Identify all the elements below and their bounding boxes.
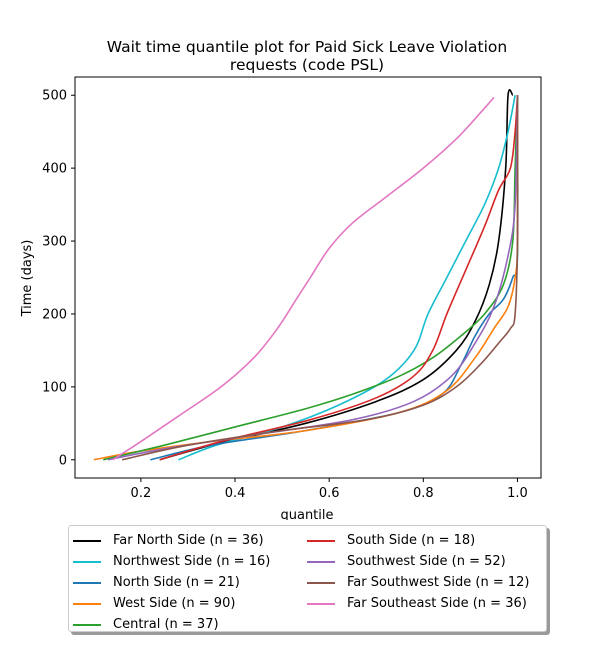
y-tick-label: 400 — [42, 162, 67, 177]
x-axis-ticks: 0.2 0.4 0.6 0.8 1.0 — [131, 478, 528, 501]
y-tick-label: 100 — [42, 380, 67, 395]
plot-lines — [93, 89, 519, 461]
x-tick-label: 0.2 — [131, 486, 152, 501]
legend-swatch — [307, 602, 335, 605]
x-tick-label: 1.0 — [507, 486, 528, 501]
legend-entry: Southwest Side (n = 52) — [307, 551, 529, 572]
series-line-7 — [107, 95, 519, 461]
legend-entry: Northwest Side (n = 16) — [73, 551, 270, 572]
legend-swatch — [73, 623, 101, 626]
legend-swatch — [307, 539, 335, 542]
legend-entry: Far Southwest Side (n = 12) — [307, 572, 529, 593]
chart: Wait time quantile plot for Paid Sick Le… — [20, 38, 542, 520]
legend-label: Far Southeast Side (n = 36) — [347, 596, 527, 611]
legend-label: North Side (n = 21) — [113, 575, 240, 590]
legend-entry: North Side (n = 21) — [73, 572, 270, 593]
legend-column-right: South Side (n = 18) Southwest Side (n = 5… — [307, 530, 529, 614]
legend-label: West Side (n = 90) — [113, 596, 236, 611]
legend-label: Far North Side (n = 36) — [113, 533, 264, 548]
x-tick-label: 0.6 — [319, 486, 340, 501]
x-tick-label: 0.8 — [413, 486, 434, 501]
series-line-9 — [112, 96, 495, 461]
legend-entry: Far Southeast Side (n = 36) — [307, 593, 529, 614]
legend-label: South Side (n = 18) — [347, 533, 476, 548]
y-tick-label: 300 — [42, 235, 67, 250]
legend-swatch — [73, 560, 101, 563]
legend-swatch — [73, 602, 101, 605]
legend-column-left: Far North Side (n = 36) Northwest Side (n… — [73, 530, 270, 635]
legend-entry: Far North Side (n = 36) — [73, 530, 270, 551]
y-axis-ticks: 0 100 200 300 400 500 — [42, 89, 75, 468]
plot-frame — [74, 76, 542, 479]
chart-title-line1: Wait time quantile plot for Paid Sick Le… — [107, 38, 507, 56]
legend-label: Far Southwest Side (n = 12) — [347, 575, 530, 590]
series-line-5 — [103, 95, 519, 461]
series-line-4 — [93, 95, 519, 461]
series-line-6 — [159, 95, 519, 461]
legend-swatch — [73, 539, 101, 542]
series-line-1 — [159, 89, 514, 461]
x-axis-label: quantile — [280, 508, 333, 520]
legend-entry: Central (n = 37) — [73, 614, 270, 635]
y-tick-label: 200 — [42, 307, 67, 322]
legend-swatch — [307, 560, 335, 563]
legend-swatch — [73, 581, 101, 584]
legend-label: Northwest Side (n = 16) — [113, 554, 271, 569]
series-line-8 — [121, 95, 519, 461]
chart-title-line2: requests (code PSL) — [230, 56, 384, 74]
y-tick-label: 500 — [42, 89, 67, 104]
legend-entry: South Side (n = 18) — [307, 530, 529, 551]
y-tick-label: 0 — [59, 453, 67, 468]
legend-entry: West Side (n = 90) — [73, 593, 270, 614]
legend-swatch — [307, 581, 335, 584]
legend-label: Southwest Side (n = 52) — [347, 554, 506, 569]
x-tick-label: 0.4 — [225, 486, 246, 501]
series-line-2 — [178, 95, 516, 461]
legend: Far North Side (n = 36) Northwest Side (n… — [68, 525, 547, 632]
y-axis-label: Time (days) — [20, 240, 35, 318]
legend-label: Central (n = 37) — [113, 617, 219, 632]
